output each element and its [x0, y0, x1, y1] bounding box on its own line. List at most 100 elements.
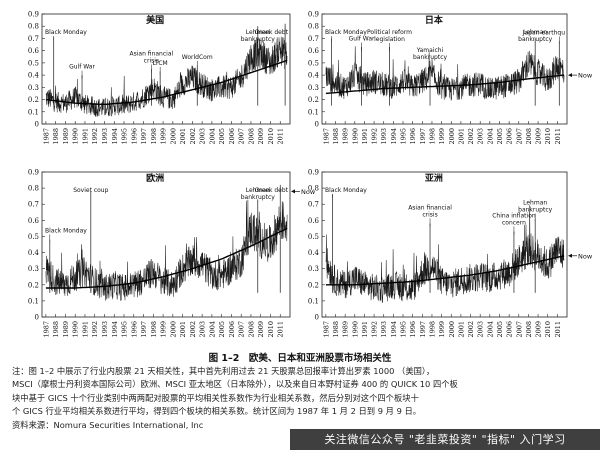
x-tick-label: 2002: [467, 321, 475, 338]
x-tick-label: 1988: [52, 321, 60, 338]
watermark-banner: 关注微信公众号 "老韭菜投资" "指标" 入门学习: [290, 429, 600, 450]
annotation-label: Black Monday: [325, 29, 367, 36]
x-tick-label: 1988: [52, 128, 60, 145]
x-tick-label: 1993: [380, 321, 388, 338]
y-tick-label: 0.7: [308, 35, 319, 43]
y-tick-label: 0.5: [28, 233, 39, 241]
x-tick-label: 1990: [72, 128, 80, 145]
x-tick-label: 2007: [515, 321, 523, 338]
x-tick-label: 1992: [91, 128, 99, 145]
annotation-label: Lehman: [246, 187, 270, 194]
x-tick-label: 2001: [457, 321, 465, 338]
y-tick-label: 0.3: [28, 84, 39, 92]
x-tick-label: 1993: [101, 321, 109, 338]
annotation-label: Black Monday: [45, 29, 87, 36]
trend-line: [45, 59, 288, 106]
annotation-label: Soviet coup: [73, 187, 108, 194]
x-tick-label: 1999: [438, 128, 446, 145]
y-tick-label: 0.6: [28, 217, 40, 225]
x-tick-label: 1996: [130, 321, 138, 338]
annotation-label: Now: [578, 72, 593, 80]
x-tick-label: 2001: [457, 128, 465, 145]
x-tick-label: 2004: [486, 321, 494, 338]
y-tick-label: 0.5: [28, 59, 39, 67]
x-tick-label: 2002: [467, 128, 475, 145]
now-arrowhead: [568, 253, 572, 258]
y-tick-label: 0.7: [28, 35, 39, 43]
x-tick-label: 2002: [189, 128, 197, 145]
annotation-label: China inflation: [492, 212, 536, 219]
x-tick-label: 2003: [199, 321, 207, 338]
x-tick-label: 2010: [544, 128, 552, 145]
annotation-label: Now: [578, 252, 593, 260]
x-tick-label: 1989: [62, 321, 70, 338]
y-tick-label: 0.2: [28, 96, 39, 104]
y-tick-label: 0.4: [28, 249, 40, 257]
x-tick-label: 1991: [81, 128, 89, 145]
y-tick-label: 0.1: [308, 297, 319, 305]
x-tick-label: 2000: [169, 128, 177, 145]
x-tick-label: 2003: [199, 128, 207, 145]
y-tick-label: 0.6: [28, 47, 40, 55]
y-tick-label: 0.9: [28, 11, 39, 19]
y-tick-label: 0.4: [308, 72, 320, 80]
y-tick-label: 0: [35, 314, 39, 322]
x-tick-label: 1992: [371, 128, 379, 145]
x-tick-label: 1998: [428, 321, 436, 338]
y-tick-label: 0.1: [28, 108, 39, 116]
note-line: 个 GICS 行业平均相关系数进行平均，得到四个板块的相关系数。统计区间为 19…: [12, 406, 422, 417]
x-tick-label: 2004: [208, 128, 216, 145]
x-tick-label: 1989: [342, 128, 350, 145]
x-tick-label: 2010: [267, 128, 275, 145]
note-line: 注：图 1–2 中展示了行业内股票 21 天相关性，其中首先利用过去 21 天股…: [12, 366, 435, 376]
figure-notes: 注：图 1–2 中展示了行业内股票 21 天相关性，其中首先利用过去 21 天股…: [12, 365, 590, 432]
trend-line: [45, 227, 288, 289]
x-tick-label: 1991: [81, 321, 89, 338]
x-tick-label: 2000: [448, 321, 456, 338]
annotation-label: Greek debt: [255, 29, 289, 36]
chart-title: 欧洲: [146, 172, 164, 184]
x-tick-label: 1997: [140, 128, 148, 145]
x-tick-label: 2010: [544, 321, 552, 338]
x-tick-label: 2006: [506, 128, 514, 145]
x-tick-label: 2005: [218, 321, 226, 338]
x-tick-label: 2005: [496, 321, 504, 338]
y-tick-label: 0.1: [28, 297, 39, 305]
y-tick-label: 0.3: [308, 84, 319, 92]
x-tick-label: 1994: [390, 128, 398, 145]
y-tick-label: 0.3: [308, 265, 319, 273]
x-tick-label: 2004: [208, 321, 216, 338]
correlation-line: [325, 205, 565, 303]
annotation-label: bankruptcy: [518, 207, 552, 214]
x-tick-label: 2000: [448, 128, 456, 145]
x-tick-label: 1995: [400, 321, 408, 338]
annotation-label: Now: [301, 188, 316, 196]
y-tick-label: 0.9: [308, 169, 319, 177]
x-tick-label: 1987: [322, 128, 330, 145]
note-line: MSCI（摩根士丹利资本国际公司）欧洲、MSCI 亚太地区（日本除外），以及来自…: [12, 379, 458, 390]
y-tick-label: 0.7: [28, 201, 39, 209]
annotation-label: WorldCom: [182, 54, 213, 61]
y-tick-label: 0.5: [308, 59, 319, 67]
x-tick-label: 1995: [121, 321, 129, 338]
y-tick-label: 0.1: [308, 108, 319, 116]
x-tick-label: 1995: [121, 128, 129, 145]
x-tick-label: 1987: [42, 321, 50, 338]
x-tick-label: 2002: [189, 321, 197, 338]
x-tick-label: 1995: [400, 128, 408, 145]
annotation-label: Gulf War: [69, 64, 95, 71]
y-tick-label: 0.8: [308, 23, 319, 31]
trend-line: [325, 255, 565, 286]
y-tick-label: 0.9: [28, 169, 39, 177]
x-tick-label: 2006: [228, 321, 236, 338]
x-tick-label: 2004: [486, 128, 494, 145]
x-tick-label: 2009: [535, 128, 543, 145]
x-tick-label: 1991: [361, 128, 369, 145]
x-tick-label: 1997: [419, 321, 427, 338]
y-tick-label: 0.8: [308, 185, 319, 193]
x-tick-label: 1996: [130, 128, 138, 145]
x-tick-label: 2008: [525, 128, 533, 145]
x-tick-label: 2005: [496, 128, 504, 145]
chart-title: 美国: [146, 14, 164, 26]
annotation-label: Black Monday: [45, 227, 87, 234]
